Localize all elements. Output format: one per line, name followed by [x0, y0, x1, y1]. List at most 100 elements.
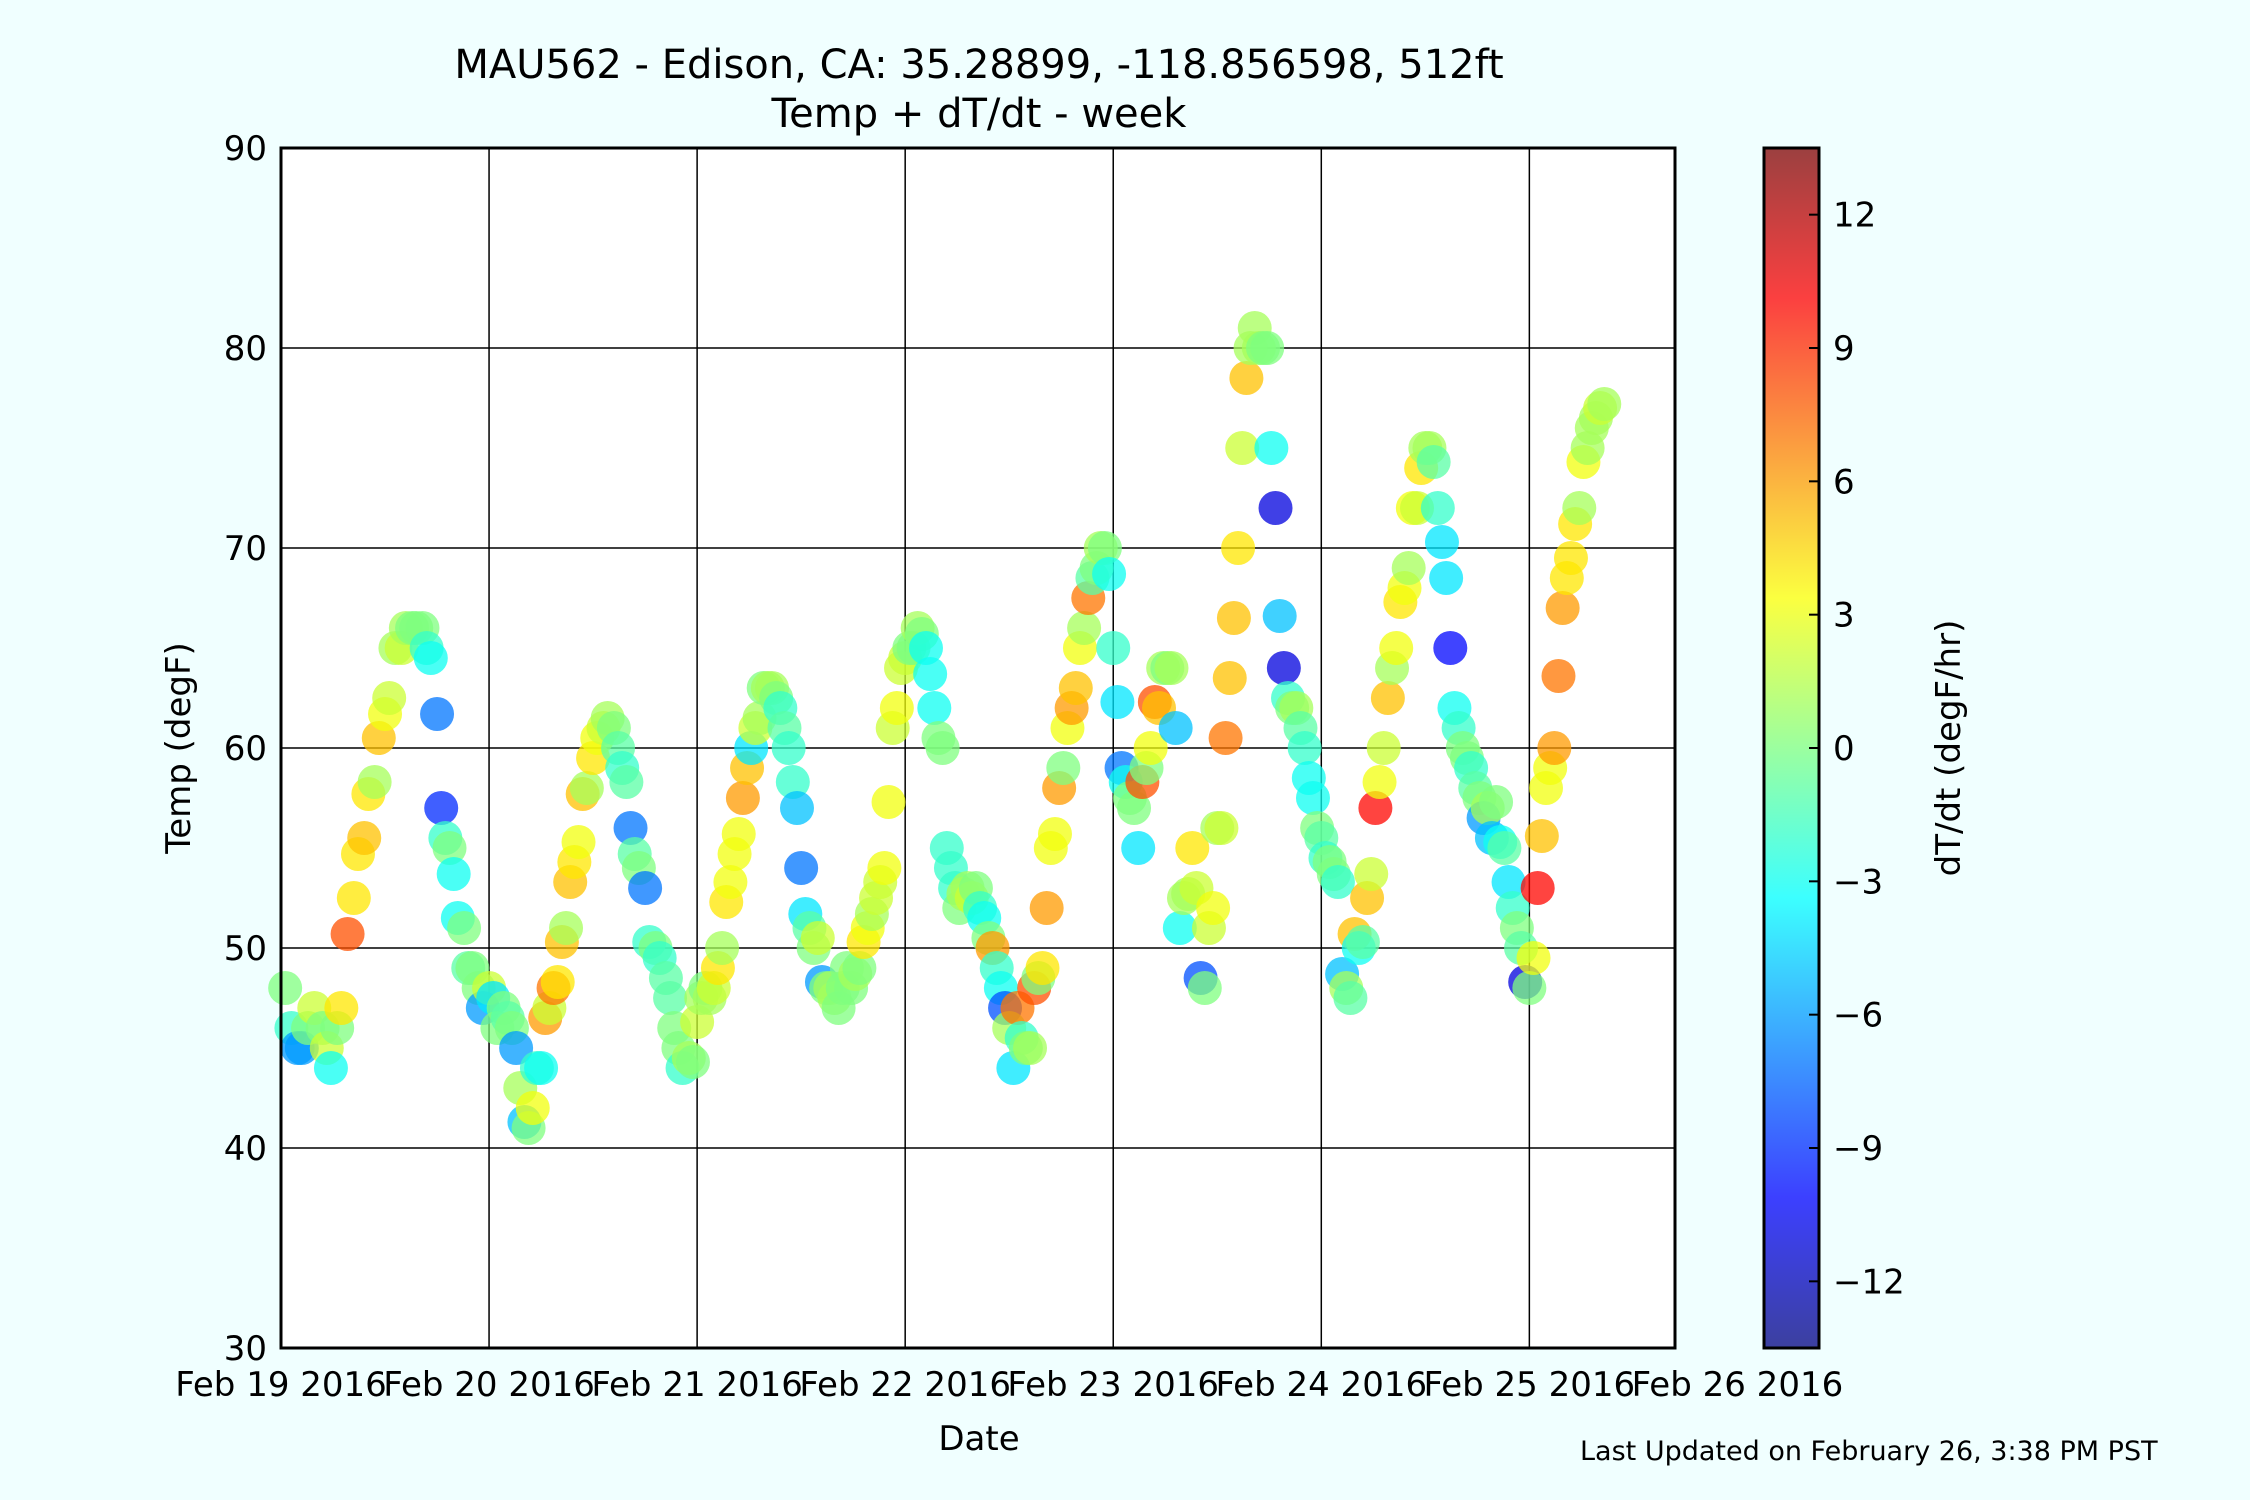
data-point: [447, 911, 482, 945]
data-point: [1295, 781, 1330, 815]
plot-area: [281, 147, 1675, 1349]
data-point: [1208, 721, 1243, 755]
data-point: [1029, 891, 1064, 925]
data-point: [925, 731, 960, 765]
data-point: [1013, 1031, 1048, 1065]
data-point: [1541, 659, 1576, 693]
data-point: [1258, 491, 1293, 525]
data-point: [1379, 631, 1414, 665]
data-point: [613, 811, 648, 845]
x-axis-label: Date: [938, 1419, 1019, 1459]
data-point: [1229, 361, 1264, 395]
data-point: [1424, 525, 1459, 559]
data-point: [867, 851, 902, 885]
data-point: [713, 865, 748, 899]
x-tick-label: Feb 19 2016: [175, 1365, 387, 1405]
data-point: [705, 931, 740, 965]
data-point: [1524, 819, 1559, 853]
chart-subtitle: Temp + dT/dt - week: [771, 91, 1188, 137]
data-point: [1512, 971, 1547, 1005]
data-point: [628, 871, 663, 905]
data-point: [1354, 857, 1389, 891]
colorbar-tick-label: 3: [1833, 596, 1855, 636]
data-point: [268, 971, 303, 1005]
data-point: [347, 821, 382, 855]
data-point: [1216, 601, 1251, 635]
data-point: [324, 991, 359, 1025]
data-point: [1133, 731, 1168, 765]
data-point: [1416, 445, 1451, 479]
colorbar-tick-label: 12: [1833, 196, 1876, 236]
data-point: [1537, 731, 1572, 765]
x-tick-label: Feb 25 2016: [1424, 1365, 1636, 1405]
data-point: [1516, 941, 1551, 975]
data-point: [1187, 971, 1222, 1005]
colorbar-tick-label: 9: [1833, 329, 1855, 369]
data-point: [1254, 431, 1289, 465]
data-point: [330, 917, 365, 951]
data-point: [871, 785, 906, 819]
data-point: [1370, 681, 1405, 715]
x-tick-label: Feb 23 2016: [1007, 1365, 1219, 1405]
data-point: [1479, 785, 1514, 819]
data-point: [1333, 981, 1368, 1015]
data-point: [1221, 531, 1256, 565]
data-point: [725, 781, 760, 815]
data-point: [609, 765, 644, 799]
data-point: [420, 697, 455, 731]
data-point: [1096, 631, 1131, 665]
data-point: [1225, 431, 1260, 465]
y-tick-label: 30: [224, 1329, 267, 1369]
data-point: [432, 831, 467, 865]
colorbar-tick-label: −3: [1833, 862, 1883, 902]
data-point: [413, 641, 448, 675]
data-point: [1058, 671, 1093, 705]
x-tick-label: Feb 21 2016: [591, 1365, 803, 1405]
data-point: [1266, 651, 1301, 685]
x-tick-label: Feb 22 2016: [799, 1365, 1011, 1405]
data-point: [540, 965, 575, 999]
data-point: [1420, 491, 1455, 525]
y-tick-label: 40: [224, 1129, 267, 1169]
data-point: [1362, 765, 1397, 799]
data-point: [1121, 831, 1156, 865]
data-point: [721, 817, 756, 851]
data-point: [1250, 331, 1285, 365]
data-point: [524, 1051, 559, 1085]
data-point: [917, 691, 952, 725]
data-point: [1100, 685, 1135, 719]
plot-border: [279, 146, 1677, 1350]
data-point: [1520, 871, 1555, 905]
data-point: [1562, 491, 1597, 525]
data-point: [357, 765, 392, 799]
data-point: [336, 881, 371, 915]
data-point: [424, 791, 459, 825]
data-point: [1553, 541, 1588, 575]
data-point: [1175, 831, 1210, 865]
x-tick-label: Feb 24 2016: [1215, 1365, 1427, 1405]
data-point: [913, 657, 948, 691]
data-point: [775, 765, 810, 799]
data-point: [1087, 531, 1122, 565]
colorbar-tick-label: −12: [1833, 1262, 1905, 1302]
data-point: [1358, 791, 1393, 825]
data-point: [1025, 951, 1060, 985]
data-point: [908, 631, 943, 665]
data-point: [313, 1051, 348, 1085]
data-point: [784, 851, 819, 885]
data-point: [1587, 387, 1622, 421]
y-tick-label: 70: [224, 529, 267, 569]
y-tick-label: 50: [224, 929, 267, 969]
data-point: [653, 981, 688, 1015]
data-point: [1196, 891, 1231, 925]
data-point: [1067, 611, 1102, 645]
colorbar: −12 −9 −6 −3 0 3 6 9 12: [1762, 146, 1905, 1350]
data-point: [549, 911, 584, 945]
data-point: [1154, 651, 1189, 685]
data-point: [372, 681, 407, 715]
data-point: [779, 791, 814, 825]
data-point: [1491, 865, 1526, 899]
plot-frame: [279, 146, 1677, 1350]
